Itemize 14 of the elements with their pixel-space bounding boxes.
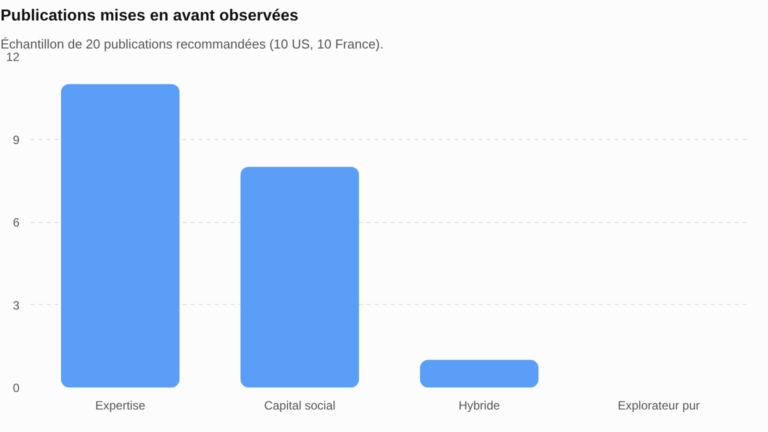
bar: [61, 84, 180, 388]
y-tick-label: 9: [12, 132, 20, 147]
y-tick-label: 6: [12, 216, 20, 230]
bar: [420, 360, 538, 388]
x-tick-label: Expertise: [95, 398, 146, 412]
y-tick-label: 3: [12, 298, 20, 312]
y-tick-label: 12: [6, 50, 20, 64]
chart-subtitle: Échantillon de 20 publications recommandées (10 US, 10 France).: [0, 36, 384, 52]
x-tick-label: Capital social: [264, 398, 336, 412]
bar: [240, 166, 359, 388]
y-tick-label: 0: [12, 381, 20, 395]
chart-title: Publications mises en avant observées: [0, 8, 299, 24]
x-tick-label: Explorateur pur: [618, 398, 700, 412]
x-tick-label: Hybride: [458, 398, 500, 412]
